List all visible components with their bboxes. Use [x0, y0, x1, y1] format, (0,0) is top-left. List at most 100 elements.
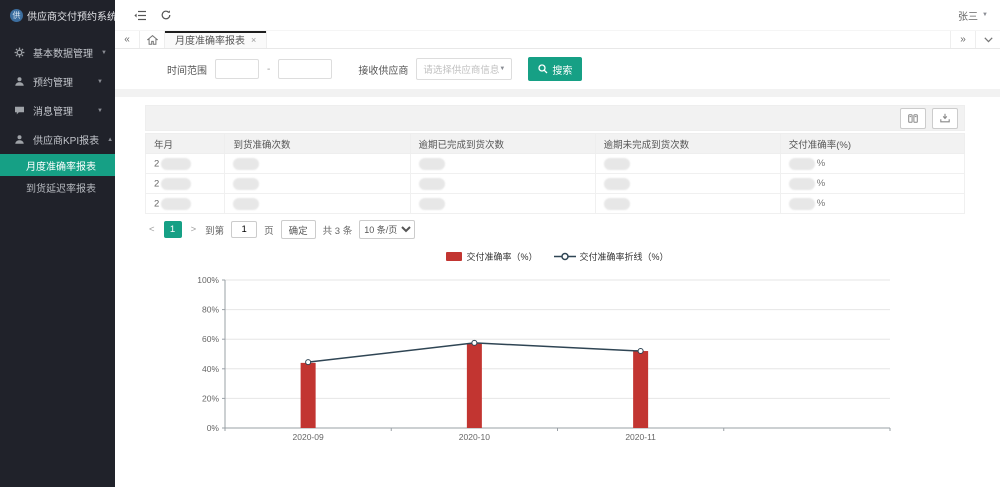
app-logo: 供 供应商交付预约系统 [0, 0, 117, 30]
search-button[interactable]: 搜索 [528, 57, 583, 81]
chevron-down-icon: ▼ [97, 78, 103, 85]
topbar: 张三 ▼ [115, 0, 1000, 30]
sidebar-submenu: 月度准确率报表 到货延迟率报表 [0, 154, 115, 198]
kpi-user-icon [14, 134, 25, 145]
legend-bar-label: 交付准确率（%） [466, 251, 538, 262]
table-export-button[interactable] [932, 107, 958, 129]
redacted-value [603, 197, 630, 210]
year-month-value: 2 [154, 178, 160, 190]
legend-line-marker [560, 252, 569, 260]
svg-text:60%: 60% [202, 334, 219, 344]
sidebar-item-kpi-report[interactable]: 供应商KPI报表 ▲ [0, 125, 115, 154]
table-header-row: 年月 到货准确次数 逾期已完成到货次数 逾期未完成到货次数 交付准确率(%) [144, 133, 966, 154]
page-content: 时间范围 - 接收供应商 请选择供应商信息 ▼ 搜索 [115, 49, 1000, 487]
home-tab[interactable] [140, 31, 165, 48]
sidebar-collapse-icon[interactable] [127, 5, 153, 25]
kpi-chart: 0% 20% 40% 60% 80% 100% 2020-09 2020-10 2020-11 [197, 275, 891, 442]
table-row: 2 % [144, 193, 966, 214]
supplier-select[interactable]: 请选择供应商信息 ▼ [416, 58, 513, 80]
redacted-value [418, 157, 445, 170]
user-menu[interactable]: 张三 ▼ [958, 8, 988, 23]
report-table-card: 年月 到货准确次数 逾期已完成到货次数 逾期未完成到货次数 交付准确率(%) 2 [144, 105, 966, 245]
table-columns-button[interactable] [900, 107, 926, 129]
app-logo-icon: 供 [10, 8, 23, 22]
search-button-label: 搜索 [552, 65, 573, 77]
redacted-value [788, 197, 815, 210]
chevron-down-icon: ▼ [982, 12, 988, 18]
percent-suffix: % [816, 178, 826, 190]
sidebar-item-message[interactable]: 消息管理 ▼ [0, 96, 115, 125]
current-page-button[interactable]: 1 [163, 221, 182, 238]
time-range-label: 时间范围 [167, 65, 207, 77]
tabbar-spacer [267, 31, 950, 48]
columns-icon [908, 113, 918, 123]
legend-item-bar[interactable]: 交付准确率（%） [446, 250, 538, 263]
sub-item-label: 到货延迟率报表 [26, 183, 96, 195]
legend-item-line[interactable]: 交付准确率折线（%） [553, 250, 669, 263]
redacted-value [788, 177, 815, 190]
jump-page-input[interactable] [231, 221, 258, 238]
message-icon [14, 105, 25, 116]
tabs-scroll-right-icon[interactable]: » [950, 31, 975, 48]
legend-line-label: 交付准确率折线（%） [579, 251, 669, 262]
redacted-value [161, 197, 192, 210]
jump-prefix-label: 到第 [205, 225, 225, 237]
tabs-scroll-left-icon[interactable]: « [115, 31, 140, 48]
jump-confirm-button[interactable]: 确定 [280, 220, 316, 239]
kpi-report-table: 年月 到货准确次数 逾期已完成到货次数 逾期未完成到货次数 交付准确率(%) 2 [144, 133, 966, 214]
sidebar-item-delivery-delay-report[interactable]: 到货延迟率报表 [0, 176, 115, 198]
legend-bar-swatch [446, 251, 463, 261]
svg-text:80%: 80% [202, 305, 219, 315]
home-icon [146, 34, 158, 45]
sidebar-item-monthly-accuracy-report[interactable]: 月度准确率报表 [0, 154, 115, 176]
supplier-select-placeholder: 请选择供应商信息 [423, 65, 500, 76]
table-row: 2 % [144, 153, 966, 174]
column-header-accurate-arrivals: 到货准确次数 [224, 133, 411, 154]
refresh-icon[interactable] [153, 5, 179, 25]
svg-text:0%: 0% [207, 423, 220, 433]
gear-icon [14, 47, 25, 58]
tab-bar: « 月度准确率报表 × » [115, 30, 1000, 49]
percent-suffix: % [816, 198, 826, 210]
app-title: 供应商交付预约系统 [27, 11, 117, 23]
year-month-value: 2 [154, 158, 160, 170]
redacted-value [233, 177, 260, 190]
column-header-overdue-incomplete: 逾期未完成到货次数 [594, 133, 781, 154]
year-month-value: 2 [154, 198, 160, 210]
search-form: 时间范围 - 接收供应商 请选择供应商信息 ▼ 搜索 [115, 49, 1000, 97]
chevron-down-icon: ▼ [101, 49, 107, 56]
svg-text:20%: 20% [202, 393, 219, 403]
redacted-value [418, 177, 445, 190]
next-page-button[interactable]: > [190, 224, 197, 235]
chart-legend: 交付准确率（%） 交付准确率折线（%） [115, 249, 1000, 263]
date-start-input[interactable] [215, 59, 259, 79]
redacted-value [233, 157, 260, 170]
user-name: 张三 [958, 11, 979, 23]
range-separator: - [267, 63, 271, 75]
svg-text:40%: 40% [202, 364, 219, 374]
redacted-value [603, 177, 630, 190]
sidebar-item-basic-data[interactable]: 基本数据管理 ▼ [0, 38, 115, 67]
column-header-year-month: 年月 [144, 133, 226, 154]
jump-suffix-label: 页 [264, 225, 274, 237]
page-size-select[interactable]: 10 条/页 [359, 220, 416, 239]
tab-monthly-accuracy-report[interactable]: 月度准确率报表 × [165, 31, 268, 48]
user-icon [14, 76, 25, 87]
sidebar-item-reservation[interactable]: 预约管理 ▼ [0, 67, 115, 96]
redacted-value [603, 157, 630, 170]
chevron-down-icon: ▼ [97, 107, 103, 114]
sidebar-item-label: 预约管理 [33, 78, 73, 89]
prev-page-button[interactable]: < [149, 224, 155, 235]
sidebar: 供 供应商交付预约系统 基本数据管理 ▼ 预约管理 ▼ [0, 0, 117, 487]
chart-section: 交付准确率（%） 交付准确率折线（%） 0% 20% 40% 60% 80% 100% 20… [115, 249, 1000, 453]
table-row: 2 % [144, 173, 966, 194]
sidebar-item-label: 供应商KPI报表 [33, 136, 100, 147]
svg-text:2020-10: 2020-10 [459, 432, 490, 442]
close-icon[interactable]: × [251, 34, 257, 45]
pagination: < 1 > 到第 页 确定 共 3 条 10 条/页 [145, 214, 965, 245]
tabs-menu-icon[interactable] [975, 31, 1000, 48]
date-end-input[interactable] [278, 59, 333, 79]
export-icon [940, 113, 950, 123]
column-header-delivery-accuracy: 交付准确率(%) [779, 133, 966, 154]
